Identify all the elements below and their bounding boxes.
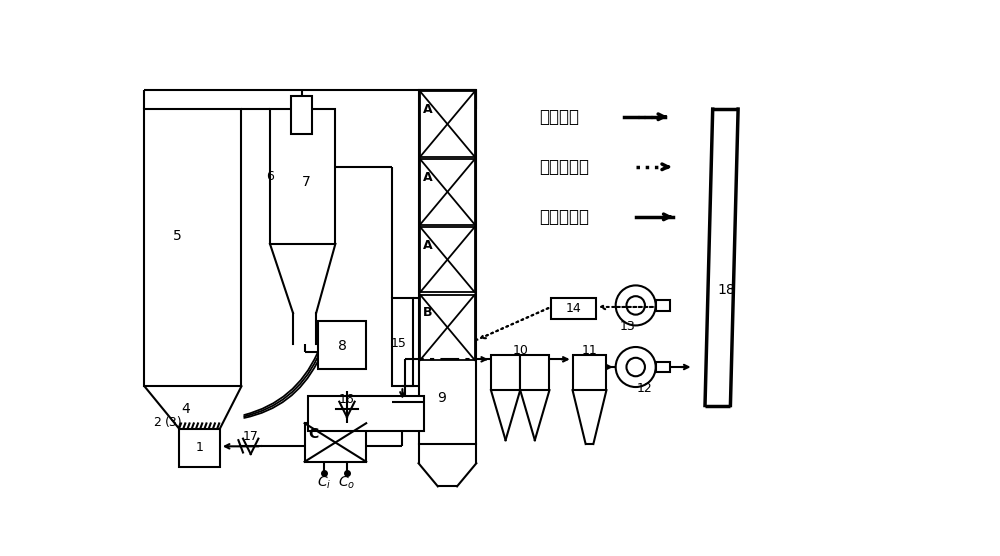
Text: 14: 14 <box>565 302 581 315</box>
Bar <box>278 138 299 175</box>
Text: 11: 11 <box>582 344 597 356</box>
Text: 15: 15 <box>391 337 406 350</box>
Text: $C_i$: $C_i$ <box>317 475 331 492</box>
Text: A: A <box>423 171 433 184</box>
Text: 16: 16 <box>339 393 355 406</box>
Text: 烟气流程: 烟气流程 <box>539 108 579 126</box>
Text: 2: 2 <box>153 416 161 429</box>
FancyArrowPatch shape <box>244 363 317 418</box>
Text: $C_o$: $C_o$ <box>338 475 356 492</box>
Bar <box>656 300 670 311</box>
Bar <box>179 429 220 467</box>
Text: A: A <box>423 239 433 252</box>
Text: 6: 6 <box>266 170 274 183</box>
Text: 7: 7 <box>302 175 311 189</box>
Bar <box>420 159 475 225</box>
Text: 热空气流程: 热空气流程 <box>539 208 589 226</box>
Text: 8: 8 <box>338 339 347 353</box>
Bar <box>573 355 606 390</box>
Bar <box>305 423 366 461</box>
Text: 13: 13 <box>620 320 636 334</box>
Bar <box>308 396 424 431</box>
Text: 10: 10 <box>512 344 528 356</box>
FancyArrowPatch shape <box>244 354 317 415</box>
Text: 9: 9 <box>437 391 446 405</box>
Bar <box>520 355 549 390</box>
Bar <box>656 361 670 373</box>
Text: C: C <box>308 427 318 441</box>
Bar <box>291 96 312 135</box>
Bar <box>420 91 475 157</box>
Text: A: A <box>423 103 433 116</box>
Text: 5: 5 <box>173 229 182 243</box>
Bar <box>491 355 520 390</box>
Text: (3): (3) <box>165 416 183 429</box>
Text: 冷空气流程: 冷空气流程 <box>539 158 589 176</box>
Bar <box>144 109 241 386</box>
Bar <box>420 227 475 292</box>
Text: 1: 1 <box>195 441 203 454</box>
FancyArrowPatch shape <box>244 358 317 416</box>
Bar <box>270 109 335 244</box>
Text: 17: 17 <box>243 430 259 443</box>
Text: 12: 12 <box>637 382 653 395</box>
Bar <box>392 297 413 386</box>
Bar <box>551 297 596 319</box>
Text: 18: 18 <box>718 283 735 297</box>
Bar <box>420 295 475 360</box>
Bar <box>419 90 476 444</box>
Text: B: B <box>423 306 433 320</box>
Text: 4: 4 <box>181 403 190 416</box>
Bar <box>318 321 366 369</box>
